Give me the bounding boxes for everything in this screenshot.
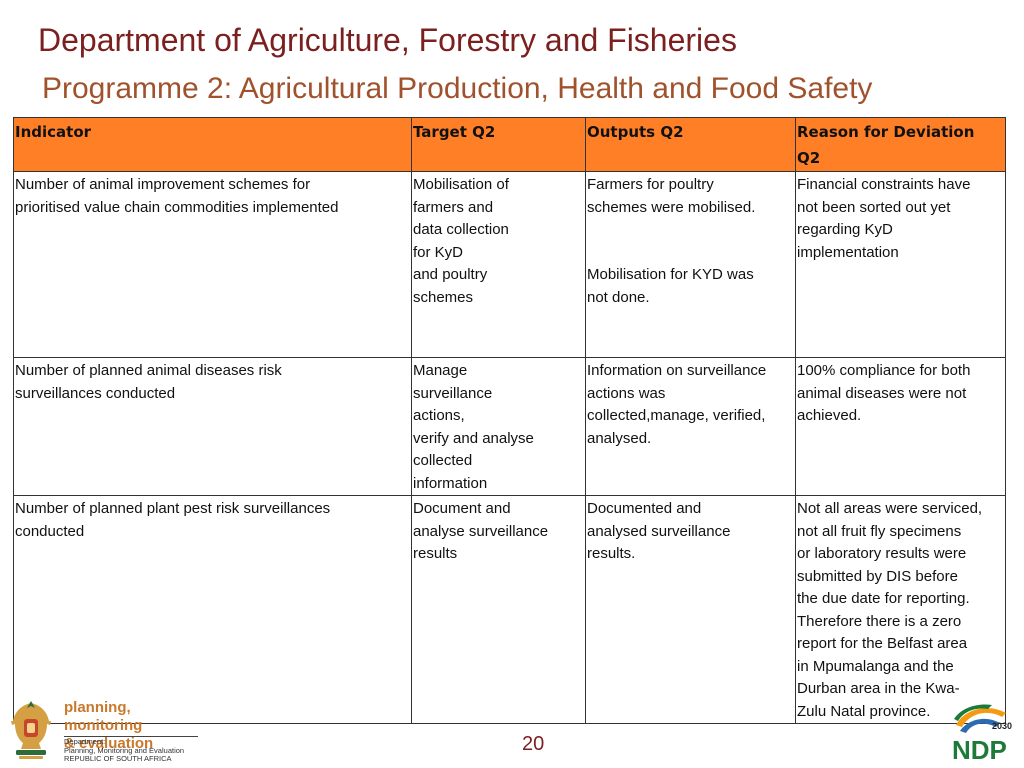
reason-cell: 100% compliance for both animal diseases… <box>795 357 1006 496</box>
table-row: Number of planned plant pest risk survei… <box>13 495 1006 724</box>
indicator-cell: Number of planned plant pest risk survei… <box>13 495 412 724</box>
outputs-cell: Documented and analysed surveillance res… <box>585 495 796 724</box>
outputs-cell: Information on surveillance actions was … <box>585 357 796 496</box>
table-header-row: Indicator Target Q2 Outputs Q2 Reason fo… <box>13 117 1006 172</box>
target-cell: Manage surveillance actions, verify and … <box>411 357 586 496</box>
pme-title: planning, monitoring & evaluation <box>64 699 154 752</box>
column-header-indicator: Indicator <box>13 117 412 172</box>
indicator-table: Indicator Target Q2 Outputs Q2 Reason fo… <box>13 117 1006 724</box>
ndp-year: 2030 <box>992 721 1012 731</box>
outputs-cell: Farmers for poultry schemes were mobilis… <box>585 171 796 358</box>
pme-logo: planning, monitoring & evaluation Depart… <box>4 699 204 765</box>
ndp-label: NDP <box>952 735 1007 763</box>
coat-of-arms-icon <box>11 701 51 759</box>
page-subtitle: Programme 2: Agricultural Production, He… <box>42 72 873 105</box>
column-header-outputs: Outputs Q2 <box>585 117 796 172</box>
page-title: Department of Agriculture, Forestry and … <box>38 22 737 58</box>
pme-department: Department: Planning, Monitoring and Eva… <box>64 737 185 763</box>
column-header-target: Target Q2 <box>411 117 586 172</box>
table-row: Number of planned animal diseases risk s… <box>13 357 1006 496</box>
indicator-cell: Number of planned animal diseases risk s… <box>13 357 412 496</box>
table-row: Number of animal improvement schemes for… <box>13 171 1006 358</box>
page-number: 20 <box>522 733 545 755</box>
reason-cell: Not all areas were serviced, not all fru… <box>795 495 1006 724</box>
pme-divider <box>64 736 198 737</box>
indicator-cell: Number of animal improvement schemes for… <box>13 171 412 358</box>
target-cell: Document and analyse surveillance result… <box>411 495 586 724</box>
column-header-reason: Reason for Deviation Q2 <box>795 117 1006 172</box>
target-cell: Mobilisation of farmers and data collect… <box>411 171 586 358</box>
ndp-2030-logo: 2030 NDP <box>948 701 1014 765</box>
reason-cell: Financial constraints have not been sort… <box>795 171 1006 358</box>
